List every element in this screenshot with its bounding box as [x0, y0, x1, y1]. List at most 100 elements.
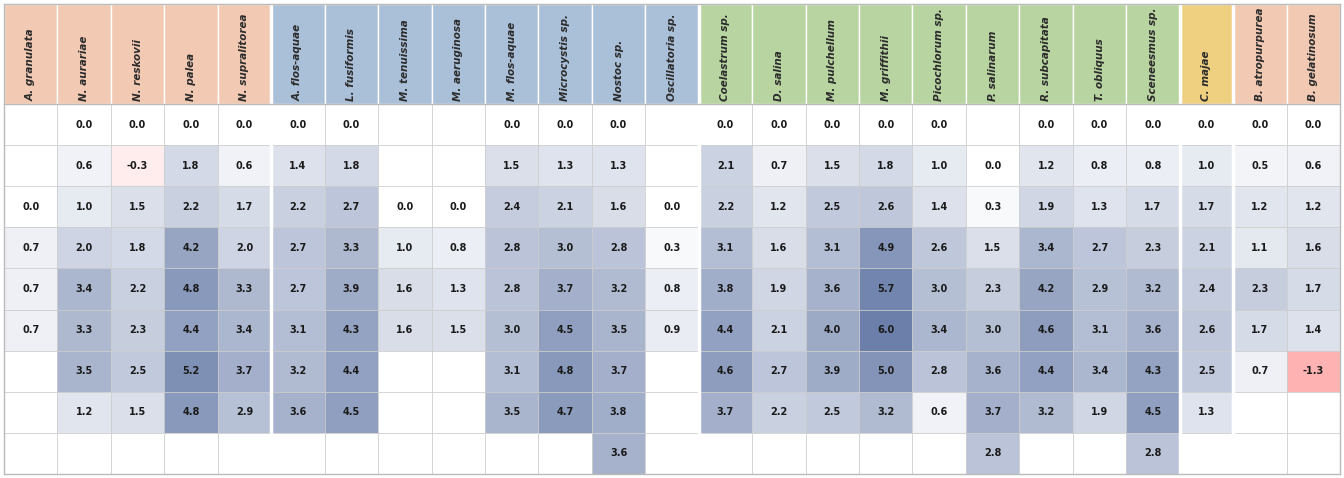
Bar — [271, 269, 325, 310]
Text: 4.2: 4.2 — [183, 243, 200, 253]
Text: 4.4: 4.4 — [716, 325, 734, 335]
Text: 2.0: 2.0 — [235, 243, 253, 253]
Bar — [1180, 433, 1232, 474]
Text: 3.7: 3.7 — [556, 284, 574, 294]
Bar — [591, 310, 645, 351]
Bar — [1126, 4, 1180, 104]
Bar — [110, 269, 164, 310]
Bar — [1126, 186, 1180, 228]
Text: A. granulata: A. granulata — [26, 28, 36, 101]
Text: Microcystis sp.: Microcystis sp. — [560, 14, 570, 101]
Bar — [591, 433, 645, 474]
Bar — [1232, 351, 1286, 392]
Bar — [966, 269, 1019, 310]
Bar — [645, 392, 699, 433]
Bar — [1019, 4, 1073, 104]
Bar — [1126, 433, 1180, 474]
Text: Coelastrum sp.: Coelastrum sp. — [720, 13, 730, 101]
Bar — [485, 351, 539, 392]
Text: 3.4: 3.4 — [1038, 243, 1055, 253]
Text: N. palea: N. palea — [185, 53, 196, 101]
Text: 0.0: 0.0 — [930, 120, 948, 130]
Text: 1.7: 1.7 — [1305, 284, 1322, 294]
Bar — [859, 392, 913, 433]
Text: 3.9: 3.9 — [343, 284, 360, 294]
Bar — [1073, 269, 1126, 310]
Bar — [164, 145, 218, 186]
Text: 0.8: 0.8 — [449, 243, 466, 253]
Bar — [218, 104, 271, 145]
Text: 4.8: 4.8 — [183, 407, 200, 417]
Bar — [110, 145, 164, 186]
Text: 4.8: 4.8 — [556, 366, 574, 376]
Bar — [966, 433, 1019, 474]
Text: 0.0: 0.0 — [22, 202, 39, 212]
Bar — [164, 104, 218, 145]
Bar — [1019, 392, 1073, 433]
Bar — [645, 269, 699, 310]
Bar — [325, 433, 378, 474]
Bar — [431, 186, 485, 228]
Text: 2.8: 2.8 — [930, 366, 948, 376]
Text: 0.0: 0.0 — [664, 202, 680, 212]
Bar — [1286, 104, 1340, 145]
Text: 1.4: 1.4 — [930, 202, 948, 212]
Bar — [485, 269, 539, 310]
Bar — [1232, 186, 1286, 228]
Bar — [378, 104, 431, 145]
Text: 0.0: 0.0 — [1198, 120, 1215, 130]
Text: 0.0: 0.0 — [1305, 120, 1322, 130]
Bar — [485, 310, 539, 351]
Text: 0.6: 0.6 — [235, 161, 253, 171]
Bar — [1232, 433, 1286, 474]
Bar — [859, 4, 913, 104]
Bar — [591, 228, 645, 269]
Bar — [645, 228, 699, 269]
Text: 0.0: 0.0 — [878, 120, 894, 130]
Bar — [110, 104, 164, 145]
Text: 1.4: 1.4 — [1305, 325, 1322, 335]
Bar — [58, 310, 110, 351]
Bar — [1073, 310, 1126, 351]
Bar — [1286, 392, 1340, 433]
Bar — [1286, 145, 1340, 186]
Bar — [325, 310, 378, 351]
Text: M. tenuissima: M. tenuissima — [399, 19, 410, 101]
Bar — [431, 104, 485, 145]
Bar — [218, 310, 271, 351]
Bar — [699, 104, 753, 145]
Text: 0.0: 0.0 — [396, 202, 414, 212]
Bar — [1180, 4, 1232, 104]
Bar — [859, 186, 913, 228]
Bar — [218, 392, 271, 433]
Bar — [110, 310, 164, 351]
Bar — [913, 186, 966, 228]
Bar — [913, 351, 966, 392]
Bar — [485, 104, 539, 145]
Text: 1.3: 1.3 — [1091, 202, 1109, 212]
Bar — [859, 269, 913, 310]
Bar — [699, 186, 753, 228]
Bar — [218, 186, 271, 228]
Bar — [271, 228, 325, 269]
Bar — [164, 310, 218, 351]
Bar — [913, 269, 966, 310]
Text: 2.7: 2.7 — [1091, 243, 1109, 253]
Bar — [539, 269, 591, 310]
Bar — [164, 4, 218, 104]
Text: 4.3: 4.3 — [1144, 366, 1161, 376]
Text: 1.5: 1.5 — [503, 161, 520, 171]
Text: 2.8: 2.8 — [503, 243, 520, 253]
Bar — [539, 392, 591, 433]
Bar — [966, 104, 1019, 145]
Text: 1.8: 1.8 — [129, 243, 146, 253]
Bar — [645, 351, 699, 392]
Bar — [591, 186, 645, 228]
Bar — [1180, 310, 1232, 351]
Bar — [753, 186, 805, 228]
Text: 0.0: 0.0 — [289, 120, 306, 130]
Bar — [645, 4, 699, 104]
Text: 2.2: 2.2 — [716, 202, 734, 212]
Text: 3.7: 3.7 — [716, 407, 734, 417]
Bar — [1073, 228, 1126, 269]
